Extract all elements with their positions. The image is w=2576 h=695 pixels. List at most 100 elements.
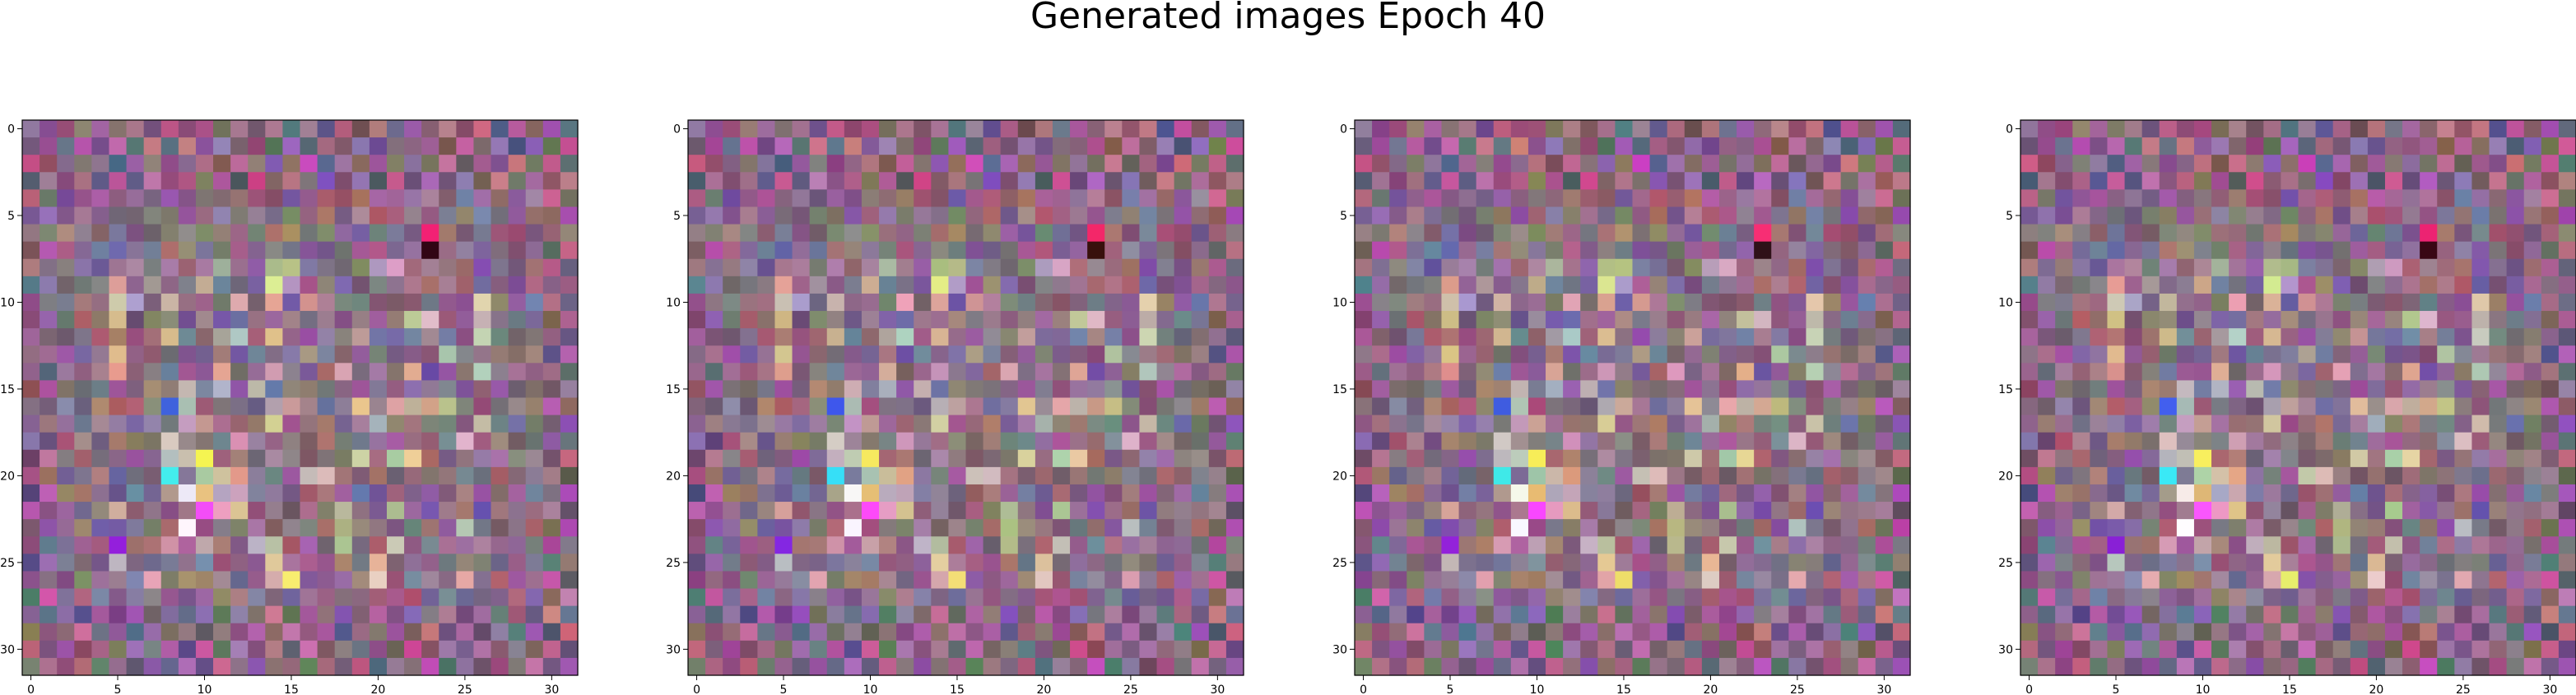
pixel-cell (230, 189, 249, 208)
pixel-cell (1070, 258, 1088, 277)
pixel-cell (248, 224, 266, 243)
y-tick-label: 5 (7, 210, 15, 223)
pixel-cell (774, 258, 793, 277)
pixel-cell (2246, 536, 2264, 554)
pixel-cell (2020, 258, 2039, 277)
pixel-cell (2367, 380, 2386, 399)
pixel-cell (160, 432, 179, 451)
pixel-cell (2298, 224, 2317, 243)
pixel-cell (1701, 502, 1720, 520)
pixel-cell (1389, 432, 1407, 451)
pixel-cell (1615, 276, 1634, 294)
pixel-cell (1156, 224, 1175, 243)
pixel-cell (1684, 484, 1703, 503)
pixel-cell (965, 415, 984, 433)
pixel-cell (1139, 363, 1158, 381)
pixel-cell (757, 657, 776, 676)
pixel-cell (1225, 605, 1244, 624)
pixel-cell (1191, 484, 1210, 503)
pixel-cell (143, 449, 162, 468)
pixel-cell (1580, 605, 1598, 624)
pixel-cell (1737, 484, 1755, 503)
pixel-cell (2350, 415, 2369, 433)
pixel-cell (740, 554, 758, 572)
pixel-cell (948, 345, 967, 364)
pixel-cell (1372, 484, 1390, 503)
pixel-cell (317, 623, 336, 642)
pixel-cell (1632, 415, 1651, 433)
pixel-cell (844, 397, 863, 416)
pixel-cell (1875, 623, 1894, 642)
pixel-cell (473, 137, 492, 155)
pixel-cell (2437, 415, 2455, 433)
pixel-cell (525, 241, 544, 260)
pixel-cell (525, 258, 544, 277)
pixel-cell (2315, 155, 2334, 173)
pixel-cell (2402, 519, 2420, 537)
pixel-cell (2038, 536, 2056, 554)
pixel-cell (1389, 484, 1407, 503)
pixel-cell (965, 311, 984, 329)
pixel-cell (2090, 276, 2109, 294)
pixel-cell (2090, 155, 2109, 173)
pixel-cell (1139, 640, 1158, 659)
pixel-cell (1667, 155, 1686, 173)
pixel-cell (1597, 502, 1616, 520)
pixel-cell (248, 172, 266, 190)
pixel-cell (2211, 311, 2230, 329)
pixel-cell (300, 224, 319, 243)
pixel-cell (2141, 380, 2160, 399)
pixel-cell (126, 397, 145, 416)
pixel-cell (931, 276, 949, 294)
pixel-cell (91, 311, 110, 329)
pixel-cell (2558, 293, 2576, 312)
pixel-cell (2350, 657, 2369, 676)
pixel-cell (456, 640, 475, 659)
pixel-cell (2523, 605, 2542, 624)
pixel-cell (2454, 605, 2473, 624)
pixel-cell (2558, 276, 2576, 294)
pixel-cell (1441, 328, 1460, 346)
pixel-cell (2367, 155, 2386, 173)
pixel-cell (2506, 172, 2525, 190)
pixel-cell (57, 623, 75, 642)
pixel-cell (1225, 120, 1244, 138)
pixel-cell (1070, 623, 1088, 642)
pixel-cell (1754, 623, 1772, 642)
pixel-cell (439, 276, 457, 294)
pixel-cell (300, 466, 319, 485)
pixel-cell (2246, 258, 2264, 277)
pixel-cell (160, 224, 179, 243)
pixel-cell (1407, 328, 1425, 346)
pixel-cell (1087, 293, 1105, 312)
pixel-cell (896, 519, 914, 537)
pixel-cell (2367, 657, 2386, 676)
pixel-cell (2107, 311, 2126, 329)
pixel-cell (1771, 345, 1789, 364)
pixel-cell (195, 484, 214, 503)
pixel-cell (2107, 432, 2126, 451)
pixel-cell (1372, 432, 1390, 451)
pixel-cell (491, 241, 509, 260)
pixel-cell (2558, 605, 2576, 624)
pixel-cell (22, 172, 40, 190)
pixel-cell (525, 345, 544, 364)
pixel-cell (1823, 623, 1842, 642)
pixel-cell (1355, 657, 1373, 676)
pixel-cell (386, 172, 405, 190)
pixel-cell (2211, 502, 2230, 520)
pixel-cell (1527, 380, 1546, 399)
pixel-cell (525, 224, 544, 243)
pixel-cell (826, 605, 845, 624)
pixel-cell (1191, 536, 1210, 554)
pixel-cell (2124, 363, 2143, 381)
pixel-cell (2072, 397, 2090, 416)
pixel-cell (1615, 519, 1634, 537)
pixel-cell (1458, 363, 1477, 381)
pixel-cell (2176, 449, 2195, 468)
pixel-cell (2420, 588, 2438, 607)
pixel-cell (688, 432, 706, 451)
pixel-cell (2541, 588, 2560, 607)
pixel-cell (861, 554, 880, 572)
pixel-cell (1017, 120, 1036, 138)
